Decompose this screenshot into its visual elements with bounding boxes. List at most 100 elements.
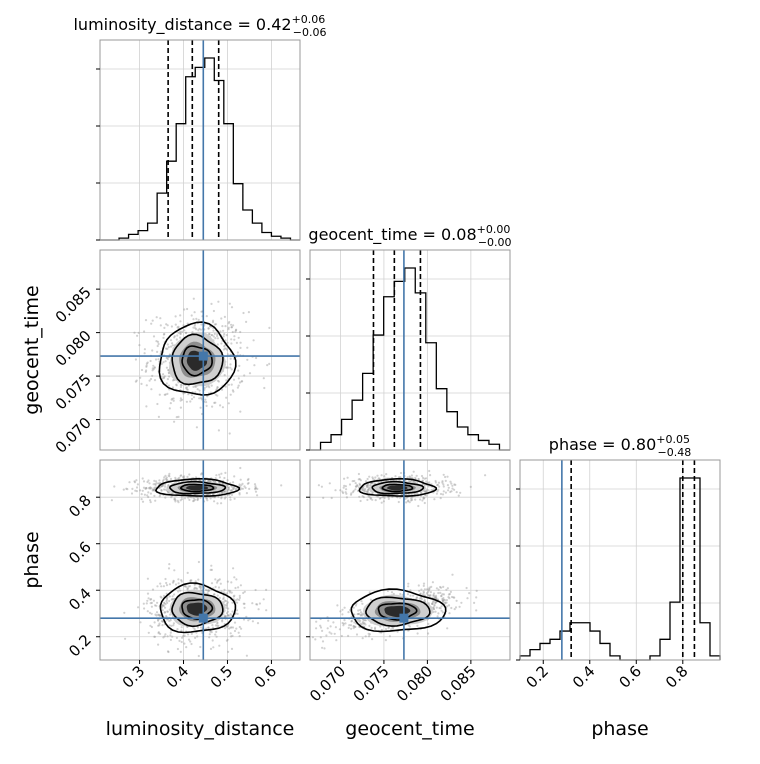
scatter-point bbox=[415, 474, 418, 477]
scatter-point bbox=[234, 330, 237, 333]
scatter-point bbox=[177, 590, 180, 593]
scatter-point bbox=[356, 484, 359, 488]
scatter-point bbox=[426, 593, 429, 597]
scatter-point bbox=[440, 605, 443, 608]
scatter-point bbox=[149, 486, 152, 489]
scatter-point bbox=[137, 331, 140, 334]
scatter-point bbox=[168, 624, 171, 627]
scatter-point bbox=[149, 602, 152, 605]
scatter-point bbox=[342, 624, 345, 627]
scatter-point bbox=[133, 481, 137, 484]
scatter-point bbox=[230, 368, 233, 371]
scatter-point bbox=[210, 568, 213, 572]
scatter-point bbox=[166, 635, 169, 638]
scatter-point bbox=[154, 486, 157, 489]
scatter-point bbox=[171, 397, 174, 400]
scatter-point bbox=[262, 377, 265, 380]
x-tick-label: 0.4 bbox=[569, 662, 599, 692]
scatter-point bbox=[224, 627, 227, 630]
scatter-point bbox=[234, 329, 238, 332]
scatter-point bbox=[238, 491, 241, 495]
scatter-point bbox=[168, 620, 171, 623]
scatter-point bbox=[190, 642, 193, 646]
scatter-point bbox=[254, 487, 257, 490]
scatter-point bbox=[386, 589, 389, 593]
scatter-point bbox=[399, 496, 402, 499]
scatter-point bbox=[406, 476, 409, 479]
scatter-point bbox=[359, 499, 362, 503]
scatter-point bbox=[180, 495, 183, 498]
scatter-point bbox=[171, 635, 174, 638]
scatter-point bbox=[431, 581, 434, 584]
scatter-point bbox=[345, 488, 348, 491]
scatter-point bbox=[428, 481, 431, 484]
truth-marker bbox=[399, 613, 409, 623]
scatter-point bbox=[145, 486, 148, 490]
scatter-point bbox=[247, 477, 250, 481]
scatter-point bbox=[221, 406, 224, 409]
scatter-point bbox=[166, 598, 169, 601]
scatter-point bbox=[210, 302, 213, 305]
scatter-point bbox=[436, 615, 439, 618]
scatter-point bbox=[231, 610, 234, 613]
scatter-point bbox=[162, 377, 165, 380]
scatter-point bbox=[460, 601, 463, 604]
scatter-point bbox=[378, 477, 381, 480]
scatter-point bbox=[227, 326, 230, 329]
scatter-point bbox=[166, 358, 169, 361]
scatter-point bbox=[380, 501, 383, 504]
contour-line bbox=[154, 478, 241, 497]
scatter-point bbox=[262, 598, 265, 601]
scatter-point bbox=[194, 476, 198, 479]
scatter-point bbox=[226, 614, 229, 617]
scatter-point bbox=[151, 489, 154, 492]
scatter-point bbox=[150, 605, 153, 608]
scatter-point bbox=[169, 638, 172, 642]
scatter-point bbox=[230, 306, 234, 309]
scatter-point bbox=[359, 608, 362, 612]
scatter-point bbox=[419, 592, 422, 595]
scatter-point bbox=[200, 398, 203, 401]
scatter-point bbox=[168, 583, 171, 586]
scatter-point bbox=[362, 487, 365, 490]
scatter-point bbox=[210, 333, 213, 337]
scatter-point bbox=[238, 596, 241, 600]
scatter-point bbox=[167, 384, 170, 387]
scatter-point bbox=[175, 338, 178, 341]
scatter-point bbox=[229, 613, 232, 616]
scatter-point bbox=[231, 634, 234, 638]
scatter-point bbox=[233, 497, 236, 500]
scatter-point bbox=[167, 346, 170, 349]
scatter-point bbox=[238, 625, 241, 629]
scatter-point bbox=[355, 485, 358, 488]
scatter-point bbox=[425, 592, 428, 595]
scatter-point bbox=[140, 493, 143, 496]
scatter-point bbox=[162, 488, 166, 491]
scatter-point bbox=[207, 327, 210, 330]
scatter-point bbox=[141, 489, 144, 492]
scatter-point bbox=[212, 335, 215, 338]
scatter-point bbox=[199, 396, 203, 400]
scatter-point bbox=[397, 479, 400, 482]
scatter-point bbox=[414, 476, 417, 479]
scatter-point bbox=[227, 614, 231, 617]
scatter-point bbox=[158, 614, 161, 618]
scatter-point bbox=[219, 582, 222, 585]
scatter-point bbox=[171, 344, 174, 347]
scatter-point bbox=[441, 611, 444, 614]
scatter-point bbox=[230, 489, 234, 492]
scatter-point bbox=[165, 382, 168, 385]
scatter-point bbox=[113, 485, 116, 488]
histogram-luminosity_distance bbox=[100, 57, 300, 241]
scatter-point bbox=[226, 479, 229, 482]
scatter-point bbox=[227, 650, 230, 654]
scatter-point bbox=[361, 488, 364, 491]
scatter-point bbox=[196, 498, 199, 502]
scatter-point bbox=[143, 348, 146, 351]
scatter-point bbox=[182, 475, 185, 479]
scatter-point bbox=[133, 480, 136, 483]
scatter-point bbox=[190, 632, 193, 636]
scatter-point bbox=[368, 591, 371, 594]
scatter-point bbox=[252, 339, 255, 342]
scatter-point bbox=[152, 368, 155, 371]
